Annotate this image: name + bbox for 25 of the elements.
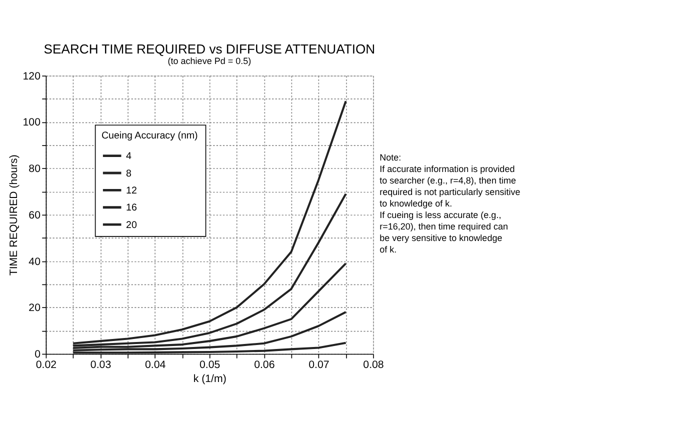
x-tick-label: 0.04: [144, 359, 166, 372]
y-tick-label: 0: [34, 348, 41, 360]
x-tick-label: 0.08: [363, 359, 384, 372]
legend-label: 12: [126, 185, 137, 196]
x-tick-label: 0.03: [90, 359, 112, 372]
x-tick-label: 0.05: [200, 359, 220, 372]
chart-subtitle: (to achieve Pd = 0.5): [168, 56, 252, 66]
x-axis-title: k (1/m): [193, 373, 226, 386]
x-tick-label: 0.06: [254, 359, 275, 372]
x-tick-label: 0.07: [308, 359, 330, 372]
legend-label: 16: [126, 202, 138, 214]
y-tick-label: 80: [28, 163, 41, 176]
legend-title: Cueing Accuracy (nm): [101, 130, 198, 142]
y-tick-label: 100: [22, 116, 41, 129]
y-tick-label: 120: [22, 70, 41, 82]
legend-label: 4: [126, 151, 132, 162]
y-tick-label: 20: [28, 302, 41, 314]
y-tick-label: 60: [28, 209, 41, 222]
chart-title: SEARCH TIME REQUIRED vs DIFFUSE ATTENUATION: [44, 42, 376, 57]
x-tick-label: 0.02: [36, 359, 57, 372]
legend-label: 8: [126, 168, 132, 180]
y-axis-title: TIME REQUIRED (hours): [8, 154, 20, 276]
legend-label: 20: [126, 220, 138, 231]
text: Note: If accurate information is provided to searcher (e.g., r=4,8), then time required is not particularly sensitive to knowledge of k. If cueing is less accurate (e.g., r=16,20), then time required can be very sensitive to knowledge of k.: [380, 152, 520, 254]
y-tick-label: 40: [28, 256, 41, 268]
